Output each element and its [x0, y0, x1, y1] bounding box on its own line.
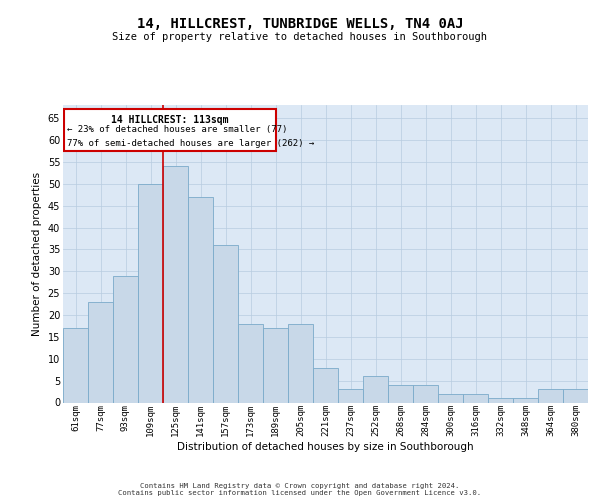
X-axis label: Distribution of detached houses by size in Southborough: Distribution of detached houses by size … [177, 442, 474, 452]
Bar [238, 324, 263, 402]
Text: 77% of semi-detached houses are larger (262) →: 77% of semi-detached houses are larger (… [67, 139, 314, 148]
Bar [563, 390, 588, 402]
Bar [313, 368, 338, 402]
Bar [363, 376, 388, 402]
Bar [388, 385, 413, 402]
Bar [88, 302, 113, 402]
Bar [413, 385, 438, 402]
Bar [488, 398, 513, 402]
Text: ← 23% of detached houses are smaller (77): ← 23% of detached houses are smaller (77… [67, 125, 287, 134]
Bar [113, 276, 138, 402]
Text: Size of property relative to detached houses in Southborough: Size of property relative to detached ho… [113, 32, 487, 42]
Text: 14, HILLCREST, TUNBRIDGE WELLS, TN4 0AJ: 14, HILLCREST, TUNBRIDGE WELLS, TN4 0AJ [137, 18, 463, 32]
Bar [288, 324, 313, 402]
Bar [213, 245, 238, 402]
FancyBboxPatch shape [64, 110, 276, 151]
Bar [63, 328, 88, 402]
Bar [188, 197, 213, 402]
Text: Contains HM Land Registry data © Crown copyright and database right 2024.
Contai: Contains HM Land Registry data © Crown c… [118, 483, 482, 496]
Bar [138, 184, 163, 402]
Bar [338, 390, 363, 402]
Bar [538, 390, 563, 402]
Bar [163, 166, 188, 402]
Bar [463, 394, 488, 402]
Y-axis label: Number of detached properties: Number of detached properties [32, 172, 42, 336]
Bar [263, 328, 288, 402]
Bar [438, 394, 463, 402]
Text: 14 HILLCREST: 113sqm: 14 HILLCREST: 113sqm [111, 114, 229, 124]
Bar [513, 398, 538, 402]
